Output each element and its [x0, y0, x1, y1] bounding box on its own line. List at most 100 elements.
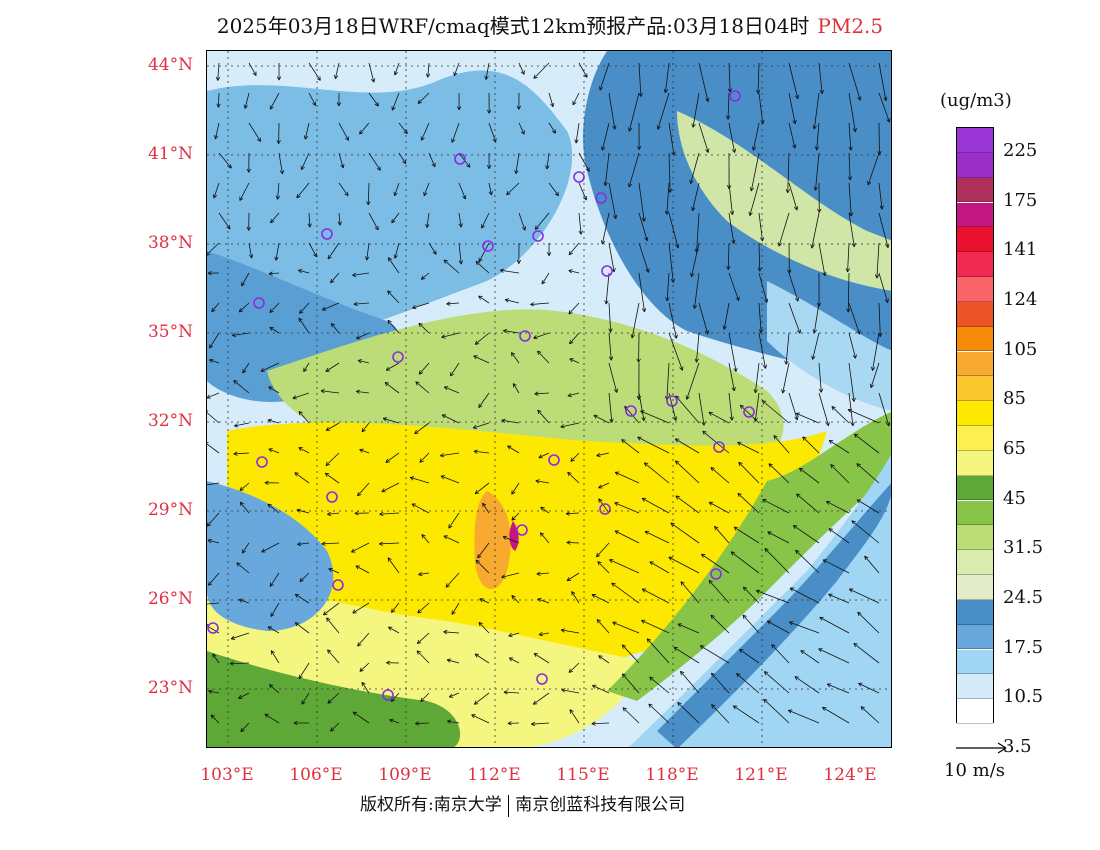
wind-vector-head — [673, 646, 679, 651]
wind-vector — [207, 482, 220, 486]
wind-vector — [666, 362, 670, 400]
wind-vector — [711, 672, 730, 694]
wind-vector-head — [828, 593, 833, 598]
wind-vector — [828, 528, 850, 544]
wind-vector-head — [585, 167, 590, 172]
wind-vector — [420, 692, 430, 702]
wind-vector-head — [733, 367, 738, 372]
wind-vector — [478, 242, 490, 262]
wind-vector-head — [540, 506, 545, 511]
wind-vector-head — [673, 334, 678, 339]
wind-vector — [596, 542, 610, 558]
wind-vector — [248, 122, 261, 142]
wind-vector-head — [857, 611, 862, 617]
wind-vector — [208, 572, 220, 586]
wind-vector-head — [307, 223, 312, 228]
legend-swatch — [957, 500, 993, 526]
wind-vector-head — [566, 577, 572, 582]
legend-swatch — [957, 401, 993, 426]
wind-vector-head — [814, 146, 820, 151]
wind-vector-head — [739, 404, 745, 410]
wind-vector — [575, 122, 580, 144]
wind-vector-head — [567, 471, 572, 477]
station-marker — [519, 330, 531, 342]
wind-vector — [277, 182, 280, 200]
wind-vector — [232, 332, 250, 336]
wind-vector — [537, 598, 550, 604]
wind-vector-head — [506, 190, 511, 196]
wind-vector — [207, 443, 220, 454]
wind-vector-head — [507, 445, 512, 450]
wind-vector-head — [614, 471, 620, 476]
wind-vector — [754, 362, 760, 393]
wind-vector — [578, 62, 588, 78]
wind-vector-head — [578, 230, 583, 235]
wind-vector — [355, 565, 370, 574]
wind-vector — [241, 272, 250, 287]
wind-vector — [518, 122, 525, 135]
wind-vector-head — [327, 699, 332, 704]
wind-vector-head — [246, 168, 251, 173]
wind-vector — [848, 182, 852, 217]
wind-vector — [248, 62, 257, 76]
wind-vector — [391, 212, 400, 224]
wind-vector-head — [762, 499, 767, 503]
wind-vector — [782, 362, 790, 394]
wind-vector — [568, 302, 580, 315]
wind-vector-head — [379, 511, 384, 517]
wind-vector-head — [402, 159, 407, 165]
wind-vector-head — [344, 191, 349, 197]
wind-vector-head — [488, 191, 493, 196]
wind-vector-head — [466, 163, 471, 168]
wind-vector — [733, 526, 760, 544]
wind-vector — [788, 272, 799, 302]
wind-vector — [387, 557, 400, 574]
wind-vector — [785, 332, 790, 365]
legend-unit: (ug/m3) — [940, 90, 1012, 111]
wind-vector-head — [794, 206, 799, 211]
wind-vector-head — [568, 310, 573, 315]
wind-vector — [819, 616, 850, 634]
wind-vector-head — [445, 583, 450, 588]
wind-vector — [692, 182, 700, 211]
wind-vector-head — [472, 424, 478, 430]
wind-vector-head — [792, 144, 797, 149]
wind-vector-head — [534, 391, 539, 396]
wind-vector — [298, 662, 310, 679]
wind-vector — [728, 122, 736, 153]
wind-vector-head — [644, 530, 650, 535]
wind-vector-head — [691, 206, 696, 212]
wind-vector-head — [327, 511, 332, 517]
wind-vector — [686, 362, 700, 400]
wind-vector-head — [420, 136, 425, 141]
wind-vector-head — [627, 183, 633, 188]
wind-vector-head — [330, 727, 335, 732]
wind-vector-head — [350, 548, 356, 553]
wind-vector-head — [327, 255, 332, 260]
wind-vector — [501, 572, 520, 578]
wind-vector — [415, 381, 430, 394]
wind-vector-head — [621, 644, 627, 649]
forecast-map — [206, 50, 892, 748]
wind-vector — [351, 542, 370, 553]
wind-vector — [847, 409, 880, 424]
wind-vector-head — [458, 260, 464, 265]
wind-vector — [641, 619, 670, 634]
wind-vector — [813, 92, 820, 130]
wind-vector — [443, 259, 460, 274]
wind-vector — [338, 212, 341, 226]
wind-vector-head — [755, 89, 761, 94]
wind-vector-head — [299, 309, 304, 314]
wind-vector — [601, 212, 610, 245]
wind-vector — [771, 644, 790, 664]
wind-vector — [698, 392, 705, 426]
wind-vector-head — [830, 464, 835, 469]
wind-vector — [657, 92, 670, 130]
wind-vector-head — [336, 102, 342, 107]
wind-vector — [505, 299, 520, 304]
wind-vector — [593, 414, 610, 424]
wind-vector-head — [870, 366, 876, 371]
wind-vector-head — [511, 490, 516, 495]
wind-vector — [440, 452, 460, 457]
wind-vector-head — [852, 354, 857, 359]
